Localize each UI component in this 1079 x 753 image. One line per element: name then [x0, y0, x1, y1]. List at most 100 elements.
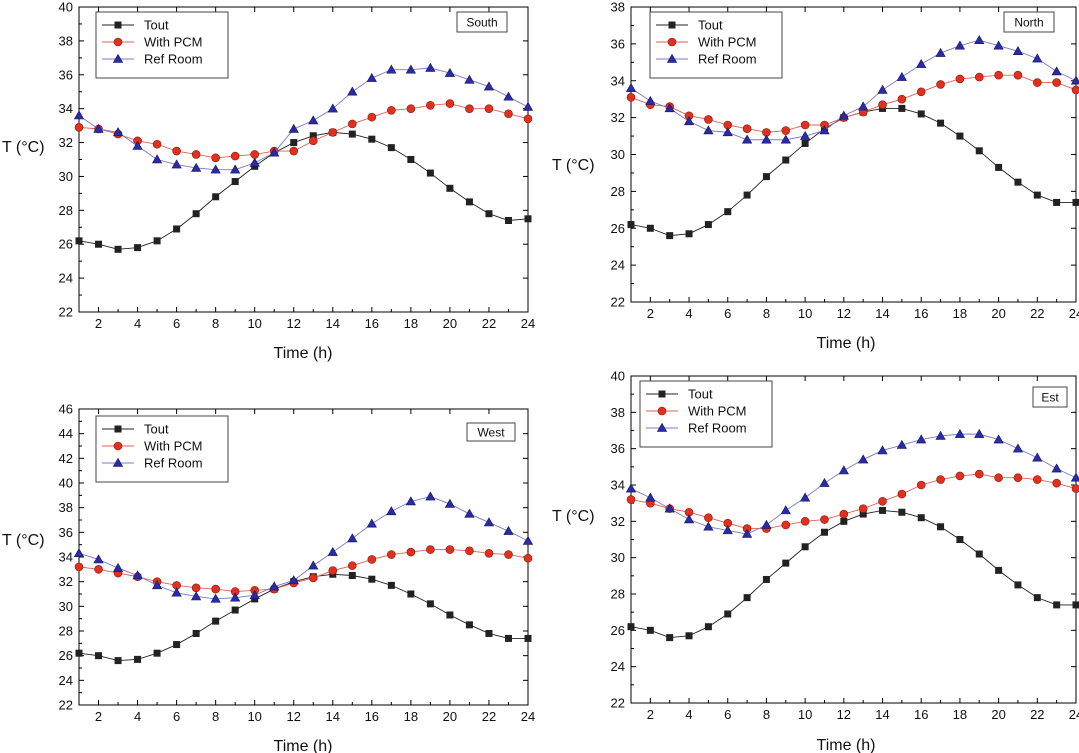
data-point-tout [524, 634, 532, 642]
data-point-ref-room [366, 518, 377, 528]
data-point-with-pcm [387, 550, 396, 559]
data-point-ref-room [386, 506, 397, 516]
data-point-tout [153, 649, 161, 657]
data-point-with-pcm [626, 495, 636, 504]
legend-marker-ref-room [112, 457, 124, 467]
data-point-tout [898, 508, 906, 516]
y-tick-label: 30 [59, 169, 73, 184]
legend-label-tout: Tout [144, 18, 169, 33]
data-point-ref-room [386, 64, 397, 74]
data-point-with-pcm [994, 70, 1003, 80]
data-point-ref-room [288, 575, 299, 585]
y-tick-label: 24 [59, 673, 73, 688]
data-point-with-pcm [504, 550, 513, 559]
data-point-with-pcm [994, 473, 1003, 483]
data-point-tout [134, 244, 142, 252]
x-tick-label: 2 [647, 306, 654, 321]
data-point-tout [231, 606, 239, 614]
y-tick-label: 38 [611, 0, 625, 15]
data-point-ref-room [73, 110, 85, 120]
data-point-tout [231, 178, 239, 186]
x-tick-label: 22 [1030, 306, 1044, 321]
data-point-tout [1072, 198, 1079, 206]
data-point-ref-room [191, 162, 202, 172]
data-point-ref-room [444, 67, 456, 77]
x-tick-label: 4 [685, 707, 692, 722]
x-tick-label: 20 [443, 316, 457, 331]
x-axis-title: Time (h) [817, 737, 876, 753]
y-tick-label: 28 [611, 184, 625, 199]
data-point-ref-room [625, 483, 637, 493]
data-point-ref-room [112, 562, 124, 572]
direction-box [456, 11, 508, 33]
data-point-tout [485, 629, 493, 637]
y-tick-label: 26 [59, 648, 73, 663]
data-point-ref-room [858, 101, 869, 111]
data-point-ref-room [483, 81, 495, 91]
data-point-ref-room [877, 445, 888, 455]
data-point-ref-room [722, 127, 733, 137]
data-point-tout [743, 594, 751, 602]
data-point-ref-room [210, 164, 221, 174]
x-tick-label: 16 [914, 707, 928, 722]
data-point-tout [1033, 191, 1041, 199]
x-tick-label: 24 [1069, 707, 1079, 722]
data-point-tout [407, 156, 415, 163]
legend-marker-tout [658, 390, 666, 398]
x-tick-label: 4 [685, 306, 692, 321]
legend-marker-tout [114, 425, 122, 433]
x-tick-label: 16 [365, 709, 379, 724]
data-point-tout [192, 210, 200, 218]
data-point-ref-room [819, 125, 830, 135]
data-point-ref-room [522, 535, 534, 545]
data-point-tout [801, 139, 809, 147]
data-point-tout [724, 208, 732, 216]
x-tick-label: 14 [326, 709, 340, 724]
data-point-tout [782, 156, 790, 164]
data-point-ref-room [625, 82, 637, 92]
data-point-with-pcm [426, 100, 435, 110]
data-point-tout [685, 230, 693, 238]
data-point-ref-room [858, 454, 869, 464]
x-tick-label: 18 [404, 709, 418, 724]
legend-label-tout: Tout [144, 422, 169, 437]
data-point-with-pcm [348, 119, 357, 129]
y-tick-label: 30 [611, 550, 625, 565]
data-point-tout [724, 610, 732, 618]
data-point-tout [956, 536, 964, 543]
data-point-ref-room [838, 110, 849, 120]
data-point-with-pcm [839, 509, 849, 519]
data-point-with-pcm [800, 120, 810, 130]
data-point-ref-room [896, 439, 907, 449]
data-point-ref-room [916, 58, 927, 68]
data-point-with-pcm [523, 114, 533, 124]
data-point-ref-room [1012, 443, 1024, 453]
series-ref-room [73, 491, 534, 603]
data-point-tout [646, 626, 654, 634]
y-tick-label: 46 [59, 402, 73, 417]
data-point-tout [840, 517, 848, 525]
data-point-with-pcm [1013, 70, 1023, 80]
y-tick-label: 32 [59, 135, 73, 150]
data-point-tout [1053, 198, 1061, 206]
series-line-tout [630, 107, 1076, 237]
legend-marker-ref-room [666, 53, 678, 63]
series-ref-room [625, 428, 1079, 538]
data-point-ref-room [132, 140, 143, 150]
data-point-tout [465, 621, 473, 629]
data-point-ref-room [974, 428, 985, 438]
data-point-ref-room [464, 74, 475, 84]
data-point-ref-room [366, 72, 377, 82]
x-tick-label: 6 [724, 707, 731, 722]
data-point-with-pcm [1052, 78, 1061, 87]
data-point-ref-room [1012, 46, 1024, 56]
x-tick-label: 20 [991, 707, 1005, 722]
data-point-tout [1072, 601, 1079, 609]
data-point-ref-room [151, 580, 163, 590]
data-point-with-pcm [94, 565, 103, 574]
data-point-with-pcm [800, 517, 810, 526]
data-point-tout [704, 623, 712, 631]
series-with-pcm [626, 469, 1079, 533]
x-tick-label: 8 [212, 316, 219, 331]
data-point-tout [212, 617, 220, 625]
